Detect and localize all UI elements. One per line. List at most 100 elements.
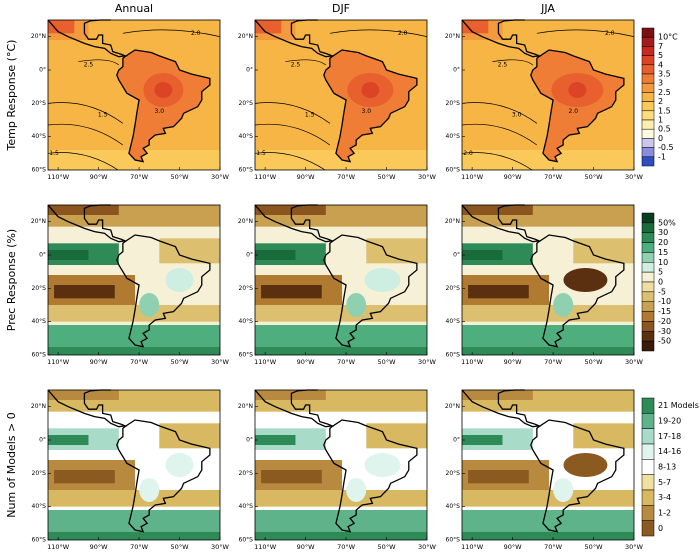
colorbar-label: 0 (658, 524, 663, 533)
lat-tick-label: 0° (246, 252, 253, 259)
lat-tick-label: 20°S (239, 470, 254, 477)
map-field (462, 390, 634, 540)
lon-tick-label: 70°W (544, 543, 563, 551)
colorbar-label: -50 (658, 337, 671, 346)
field-blob (346, 293, 367, 317)
contour (462, 123, 538, 146)
field-band (255, 510, 427, 532)
contour-label: 2.5 (84, 62, 94, 69)
lat-tick-label: 20°N (238, 33, 253, 40)
coastline (530, 49, 625, 163)
colorbar-label: -15 (658, 307, 671, 316)
colorbar-label: 4 (658, 60, 663, 69)
field-blob (346, 478, 367, 502)
colorbar-box (641, 36, 655, 47)
field-band (48, 150, 220, 170)
panel-frame (47, 389, 221, 541)
colorbar-label: 2 (658, 97, 663, 106)
column-title: JJA (540, 2, 555, 15)
lat-tick-label: 0° (39, 252, 46, 259)
lat-tick-label: 60°S (446, 352, 461, 359)
lat-tick-label: 40°S (446, 503, 461, 510)
contour (285, 59, 327, 66)
field-blob (364, 453, 401, 477)
coastline (323, 419, 418, 533)
field-band (366, 238, 427, 264)
panel-frame (461, 19, 635, 171)
colorbar-label: 0.5 (658, 125, 671, 134)
colorbar-box (641, 443, 655, 460)
colorbar-label: 10°C (658, 33, 678, 42)
field-band (462, 150, 634, 170)
field-blob (139, 293, 160, 317)
lon-tick-label: 90°W (504, 543, 523, 551)
contour (462, 152, 533, 170)
panel-frame (461, 204, 635, 356)
lat-tick-label: 40°S (446, 133, 461, 140)
colorbar-box (641, 92, 655, 102)
lat-tick-label: 20°S (239, 285, 254, 292)
contour (255, 152, 326, 170)
colorbar-label: 5 (658, 51, 663, 60)
field-band (255, 205, 326, 215)
lon-tick-label: 70°W (130, 173, 149, 181)
lat-tick-label: 20°S (32, 470, 47, 477)
lon-tick-label: 30°W (625, 358, 644, 366)
coastline (461, 204, 542, 243)
colorbar-box (641, 46, 655, 56)
lat-tick-label: 20°N (445, 403, 460, 410)
field-band (462, 435, 503, 445)
panel-frame (254, 204, 428, 356)
colorbar-box (641, 505, 655, 521)
contour-label: 1.5 (98, 112, 108, 119)
lon-tick-label: 70°W (337, 173, 356, 181)
lat-tick-label: 60°S (32, 352, 47, 359)
colorbar-label: 1 (658, 116, 663, 125)
colorbar-box (641, 212, 655, 224)
lat-tick-label: 60°S (239, 537, 254, 544)
coastline (461, 19, 542, 58)
lat-tick-label: 40°S (446, 318, 461, 325)
field-band (573, 423, 634, 449)
lon-tick-label: 50°W (378, 358, 397, 366)
field-blob (553, 293, 574, 317)
contour-label: 2.0 (605, 30, 615, 37)
lat-tick-label: 20°N (31, 403, 46, 410)
map-field: 2.0 2.5 1.5 3.0 1.5 (48, 20, 220, 170)
contour (462, 102, 538, 124)
lon-tick-label: 70°W (544, 358, 563, 366)
field-band (255, 325, 427, 347)
field-band (54, 285, 115, 299)
colorbar-box (641, 119, 655, 130)
lat-tick-label: 40°S (32, 503, 47, 510)
map-field (48, 390, 220, 540)
lat-tick-label: 60°S (32, 537, 47, 544)
lon-tick-label: 110°W (461, 173, 484, 181)
field-band (573, 238, 634, 264)
coastline (530, 234, 625, 348)
colorbar-label: -20 (658, 317, 671, 326)
lon-tick-label: 50°W (171, 543, 190, 551)
lon-tick-label: 110°W (254, 543, 277, 551)
field-band (462, 250, 503, 260)
field-band (366, 423, 427, 449)
colorbar-box (641, 55, 655, 66)
field-band (255, 346, 427, 355)
panel-frame (461, 389, 635, 541)
colorbar-label: 5-7 (658, 478, 671, 487)
field-band (261, 285, 322, 299)
lon-tick-label: 90°W (90, 358, 109, 366)
lon-tick-label: 50°W (171, 173, 190, 181)
lon-tick-label: 110°W (47, 358, 70, 366)
lat-tick-label: 20°N (445, 33, 460, 40)
colorbar-box (641, 82, 655, 93)
lon-tick-label: 110°W (254, 173, 277, 181)
field-band (462, 205, 533, 215)
field-band (48, 250, 89, 260)
field-band (159, 423, 220, 449)
